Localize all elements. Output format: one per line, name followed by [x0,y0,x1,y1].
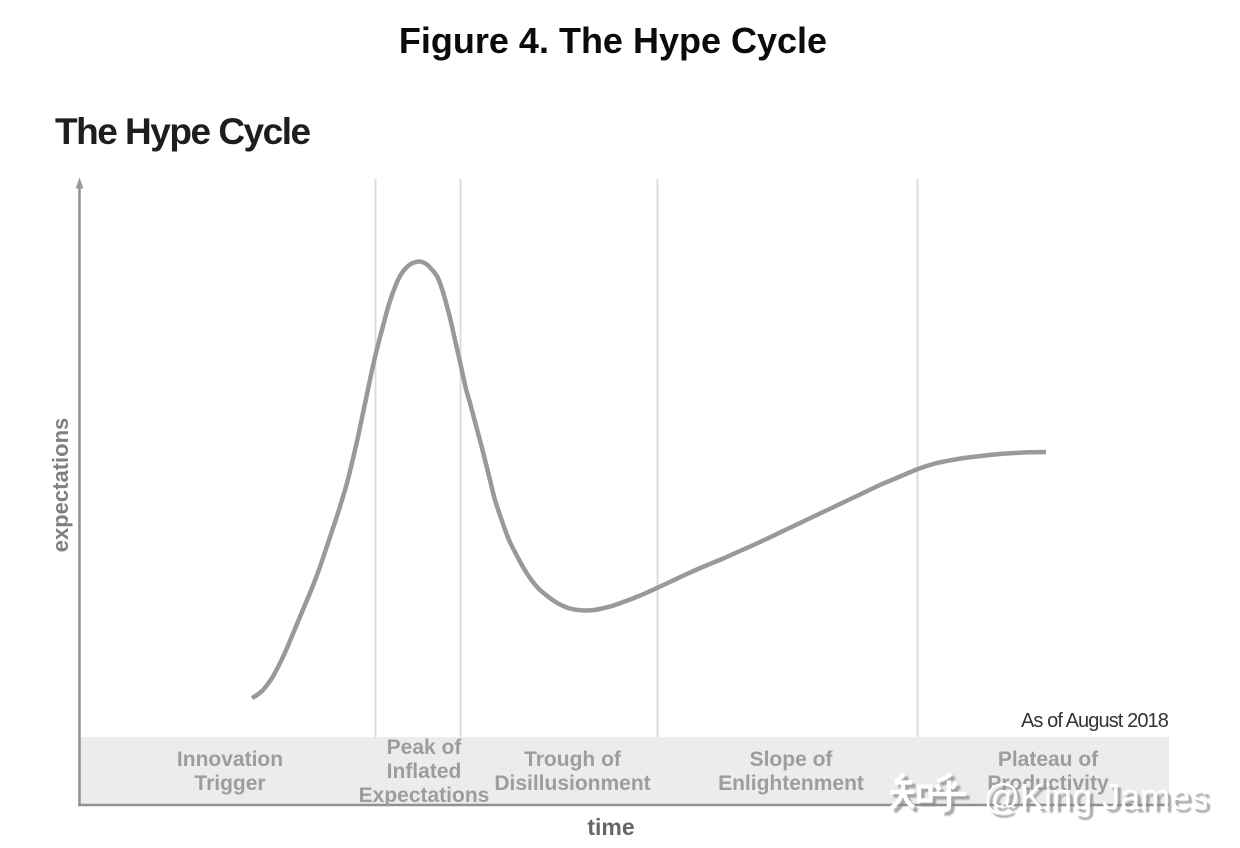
svg-text:@King James: @King James [984,776,1209,817]
